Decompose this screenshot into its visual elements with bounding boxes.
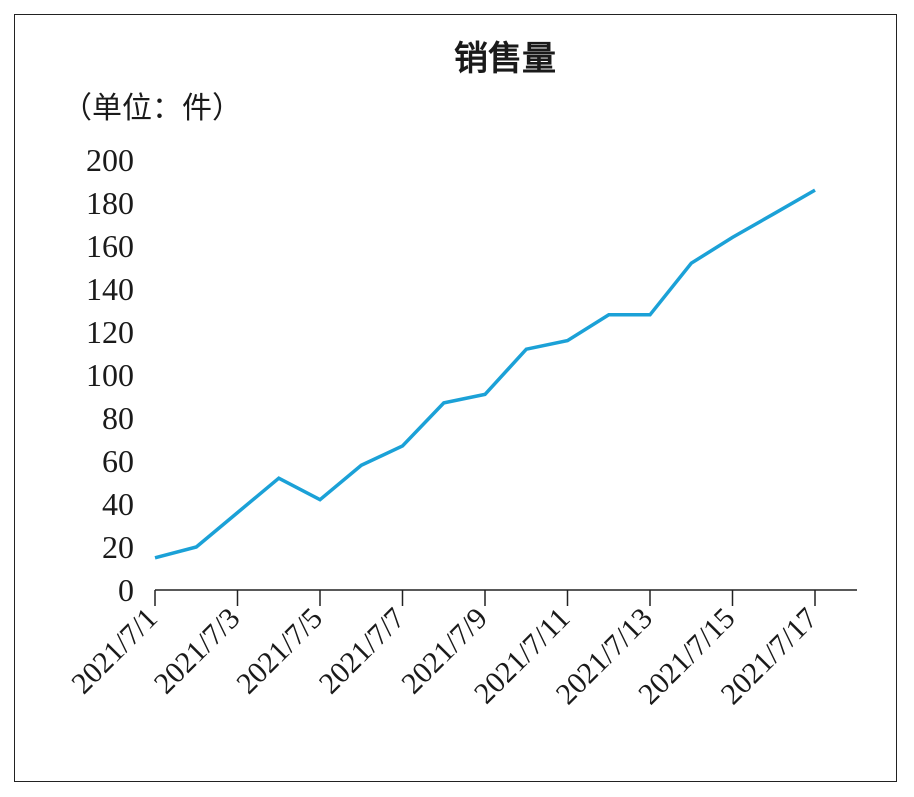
- data-point: [813, 188, 817, 192]
- data-point: [277, 476, 281, 480]
- data-point: [689, 261, 693, 265]
- y-tick-label: 120: [86, 314, 134, 350]
- y-tick-label: 0: [118, 572, 134, 608]
- y-tick-label: 20: [102, 529, 134, 565]
- x-tick-label: 2021/7/5: [230, 602, 329, 701]
- data-point: [442, 401, 446, 405]
- y-axis: 0 20 40 60 80 100 120 140 160 180 200: [86, 142, 134, 608]
- y-tick-label: 180: [86, 185, 134, 221]
- x-tick-label: 2021/7/7: [313, 602, 412, 701]
- y-tick-label: 160: [86, 228, 134, 264]
- data-point: [607, 313, 611, 317]
- data-point: [401, 444, 405, 448]
- data-point: [566, 339, 570, 343]
- data-point: [236, 511, 240, 515]
- data-point: [483, 392, 487, 396]
- data-point: [772, 212, 776, 216]
- x-tick-label: 2021/7/3: [148, 602, 247, 701]
- y-axis-unit-label: （单位：件）: [62, 91, 242, 126]
- x-axis: 2021/7/12021/7/32021/7/52021/7/72021/7/9…: [65, 589, 857, 711]
- data-point: [194, 545, 198, 549]
- x-tick-label: 2021/7/1: [65, 602, 164, 701]
- y-tick-label: 200: [86, 142, 134, 178]
- chart-frame: [14, 14, 897, 782]
- y-tick-label: 40: [102, 486, 134, 522]
- series-group: [153, 188, 817, 560]
- y-tick-label: 60: [102, 443, 134, 479]
- data-point: [731, 235, 735, 239]
- series-line: [154, 188, 816, 560]
- y-tick-label: 100: [86, 357, 134, 393]
- y-tick-label: 80: [102, 400, 134, 436]
- data-point: [648, 313, 652, 317]
- data-point: [524, 347, 528, 351]
- chart-title: 销售量: [454, 39, 556, 79]
- data-point: [359, 463, 363, 467]
- data-point: [153, 556, 157, 560]
- data-point: [318, 498, 322, 502]
- y-tick-label: 140: [86, 271, 134, 307]
